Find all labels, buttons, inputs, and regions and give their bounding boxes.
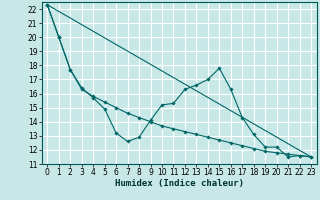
X-axis label: Humidex (Indice chaleur): Humidex (Indice chaleur) [115,179,244,188]
